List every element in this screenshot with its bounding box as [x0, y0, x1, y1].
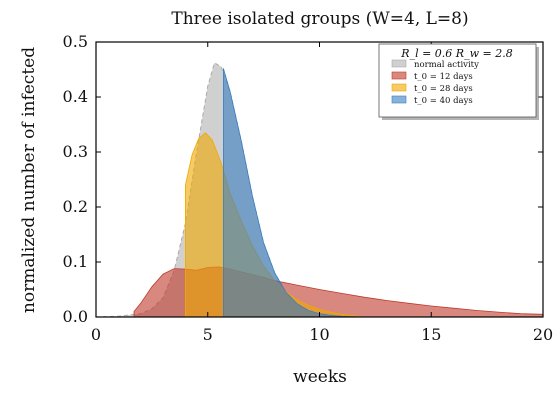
- y-tick-label: 0.4: [63, 87, 88, 106]
- legend-items: normal activity t_0 = 12 days t_0 = 28 day…: [391, 59, 479, 106]
- x-tick-label: 5: [203, 325, 213, 344]
- ticks-layer: 0 5 10 15 20 0.0 0.1 0.2 0.3 0.4 0.5: [63, 32, 554, 344]
- legend-swatch: [391, 71, 407, 80]
- y-tick-label: 0.1: [63, 252, 88, 271]
- legend-swatch: [391, 95, 407, 104]
- series-area-3: [223, 68, 365, 318]
- legend-label: t_0 = 12 days: [414, 72, 473, 82]
- y-tick-label: 0.0: [63, 307, 88, 326]
- x-tick-label: 0: [91, 325, 101, 344]
- series-layer: [95, 62, 544, 318]
- x-tick-label: 10: [309, 325, 329, 344]
- y-tick-label: 0.5: [63, 32, 88, 51]
- legend: R_l = 0.6 R_w = 2.8 normal activity t_0 =…: [378, 43, 539, 120]
- legend-box: [378, 43, 537, 118]
- x-axis-label: weeks: [293, 367, 347, 387]
- legend-label: t_0 = 40 days: [414, 96, 473, 106]
- legend-swatch: [391, 83, 407, 92]
- y-axis-label: normalized number of infected: [19, 47, 39, 313]
- x-tick-label: 20: [533, 325, 553, 344]
- x-tick-label: 15: [421, 325, 441, 344]
- legend-label: t_0 = 28 days: [414, 84, 473, 94]
- legend-label: normal activity: [414, 60, 479, 70]
- y-tick-label: 0.3: [63, 142, 88, 161]
- chart-title: Three isolated groups (W=4, L=8): [171, 9, 468, 29]
- legend-header: R_l = 0.6 R_w = 2.8: [400, 47, 512, 60]
- legend-swatch: [391, 59, 407, 68]
- y-tick-label: 0.2: [63, 197, 88, 216]
